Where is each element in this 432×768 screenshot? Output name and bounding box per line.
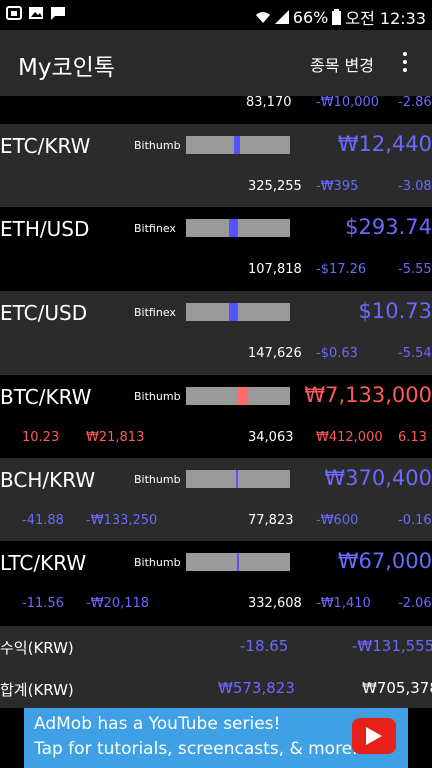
volume: 107,818	[248, 262, 302, 277]
total-label: 합계(KRW)	[0, 681, 74, 699]
app-title: My코인톡	[18, 55, 115, 81]
exchange-name: Bithumb	[134, 390, 181, 403]
total-cost: ₩573,823	[218, 679, 295, 697]
profit-row: 수익(KRW) -18.65 -₩131,555	[0, 626, 432, 668]
price-range-bar	[186, 387, 290, 405]
percent: 6.13	[398, 430, 427, 445]
profit-amount: -₩133,250	[86, 513, 158, 528]
percent: -3.08	[398, 179, 432, 194]
exchange-name: Bithumb	[134, 139, 181, 152]
volume: 77,823	[248, 513, 294, 528]
change: -$17.26	[316, 262, 367, 277]
price-range-bar	[186, 303, 290, 321]
current-price: ₩7,133,000	[304, 383, 432, 407]
price-marker	[236, 553, 240, 571]
coin-row[interactable]: BCH/KRW Bithumb ₩370,400 -41.88 -₩133,250 77,…	[0, 458, 432, 541]
wifi-icon	[255, 12, 270, 23]
coin-row[interactable]: BTC/KRW Bithumb ₩7,133,000 10.23 ₩21,813 34,0…	[0, 375, 432, 458]
admob-banner[interactable]: AdMob has a YouTube series! Tap for tuto…	[24, 708, 408, 768]
price-marker	[233, 136, 241, 154]
price-range-bar	[186, 219, 290, 237]
exchange-name: Bitfinex	[134, 222, 176, 235]
coin-symbol: ETC/KRW	[0, 134, 91, 158]
profit-label: 수익(KRW)	[0, 639, 74, 657]
coin-symbol: BTC/KRW	[0, 385, 92, 409]
current-price: ₩370,400	[324, 466, 432, 490]
exchange-name: Bithumb	[134, 473, 181, 486]
change: -$0.63	[316, 346, 358, 361]
signal-icon	[274, 10, 289, 24]
price-range-bar	[186, 136, 290, 154]
status-time: 오전 12:33	[345, 9, 426, 28]
percent: -5.54	[398, 346, 432, 361]
price-marker	[228, 303, 238, 321]
battery-icon	[332, 9, 342, 25]
change-items-button[interactable]: 종목 변경	[310, 56, 374, 75]
ad-line-1: AdMob has a YouTube series!	[34, 714, 281, 734]
change: -₩395	[316, 179, 359, 194]
coin-symbol: ETH/USD	[0, 217, 90, 241]
price-range-bar	[186, 553, 290, 571]
volume: 83,170	[246, 95, 292, 110]
coin-row[interactable]: LTC/KRW Bithumb ₩67,000 -11.56 -₩20,118 332,6…	[0, 541, 432, 626]
percent: -2.06	[398, 596, 432, 611]
current-price: $293.74	[345, 215, 432, 239]
current-price: $10.73	[358, 299, 432, 323]
ad-line-2: Tap for tutorials, screencasts, & more.	[34, 739, 358, 759]
exchange-name: Bithumb	[134, 556, 181, 569]
total-row: 합계(KRW) ₩573,823 ₩705,378	[0, 668, 432, 708]
exchange-name: Bitfinex	[134, 306, 176, 319]
change: -₩600	[316, 513, 359, 528]
profit-amount: -₩20,118	[86, 596, 150, 611]
change: -₩1,410	[316, 596, 371, 611]
percent: -0.16	[398, 513, 432, 528]
profit-amount: -₩131,555	[352, 637, 432, 655]
battery-percent: 66%	[292, 7, 329, 27]
volume: 332,608	[248, 596, 302, 611]
coin-row[interactable]: ETC/KRW Bithumb ₩12,440 325,255 -₩395 -3.08	[0, 124, 432, 207]
profit-percent: 10.23	[22, 430, 60, 445]
change: -₩10,000	[316, 95, 380, 110]
coin-row[interactable]: ETC/USD Bitfinex $10.73 147,626 -$0.63 -5.54	[0, 291, 432, 375]
current-price: ₩12,440	[337, 132, 432, 156]
volume: 147,626	[248, 346, 302, 361]
total-value: ₩705,378	[362, 679, 432, 697]
volume: 34,063	[248, 430, 294, 445]
app-bar: My코인톡 종목 변경	[0, 30, 432, 96]
image-icon	[29, 7, 43, 19]
message-icon	[51, 7, 65, 20]
profit-amount: ₩21,813	[86, 430, 145, 445]
youtube-play-icon[interactable]	[352, 718, 396, 754]
partial-row: 83,170 -₩10,000 -2.86	[0, 95, 432, 124]
app-icon	[6, 6, 22, 20]
coin-symbol: ETC/USD	[0, 301, 88, 325]
profit-percent: -11.56	[22, 596, 64, 611]
status-bar: 66% 오전 12:33	[0, 0, 432, 30]
change: ₩412,000	[316, 430, 383, 445]
percent: -5.55	[398, 262, 432, 277]
more-vert-icon[interactable]	[398, 50, 412, 74]
price-marker	[235, 470, 238, 488]
coin-symbol: LTC/KRW	[0, 551, 87, 575]
volume: 325,255	[248, 179, 302, 194]
current-price: ₩67,000	[337, 549, 432, 573]
profit-percent: -18.65	[240, 637, 289, 655]
price-marker	[228, 219, 238, 237]
coin-row[interactable]: ETH/USD Bitfinex $293.74 107,818 -$17.26 -5.5…	[0, 207, 432, 291]
profit-percent: -41.88	[22, 513, 64, 528]
percent: -2.86	[398, 95, 432, 110]
price-range-bar	[186, 470, 290, 488]
coin-symbol: BCH/KRW	[0, 468, 96, 492]
price-marker	[236, 387, 248, 405]
